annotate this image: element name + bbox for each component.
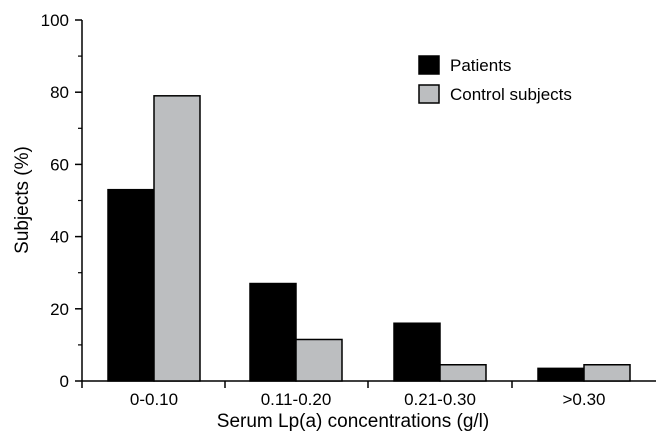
bar-patients — [393, 322, 441, 382]
y-axis-title: Subjects (%) — [12, 146, 33, 254]
legend-swatch — [418, 55, 440, 75]
bar-control-subjects — [295, 338, 343, 382]
x-tick-label: 0.11-0.20 — [261, 390, 332, 409]
x-tick-label: 0.21-0.30 — [404, 390, 476, 409]
x-tick-label: >0.30 — [562, 390, 605, 409]
bar-patients — [107, 188, 155, 382]
y-tick-label: 40 — [50, 228, 69, 247]
x-axis-title: Serum Lp(a) concentrations (g/l) — [217, 411, 489, 432]
x-tick-label: 0-0.10 — [130, 390, 178, 409]
bar-control-subjects — [439, 364, 487, 382]
bar-control-subjects — [153, 95, 201, 382]
legend-swatch — [418, 84, 440, 104]
bar-control-subjects — [583, 364, 631, 382]
bar-patients — [249, 282, 297, 382]
y-tick-label: 0 — [60, 372, 69, 391]
bars — [107, 95, 631, 382]
y-tick-label: 100 — [41, 11, 69, 30]
legend: Patients Control subjects — [418, 55, 572, 104]
y-ticks: 0 20 40 60 80 100 — [41, 11, 82, 391]
bar-patients — [537, 367, 585, 382]
y-tick-label: 20 — [50, 300, 69, 319]
x-ticks: 0-0.10 0.11-0.20 0.21-0.30 >0.30 — [81, 381, 606, 409]
y-tick-label: 60 — [50, 155, 69, 174]
y-tick-label: 80 — [50, 83, 69, 102]
legend-label: Patients — [450, 56, 511, 75]
legend-label: Control subjects — [450, 85, 572, 104]
